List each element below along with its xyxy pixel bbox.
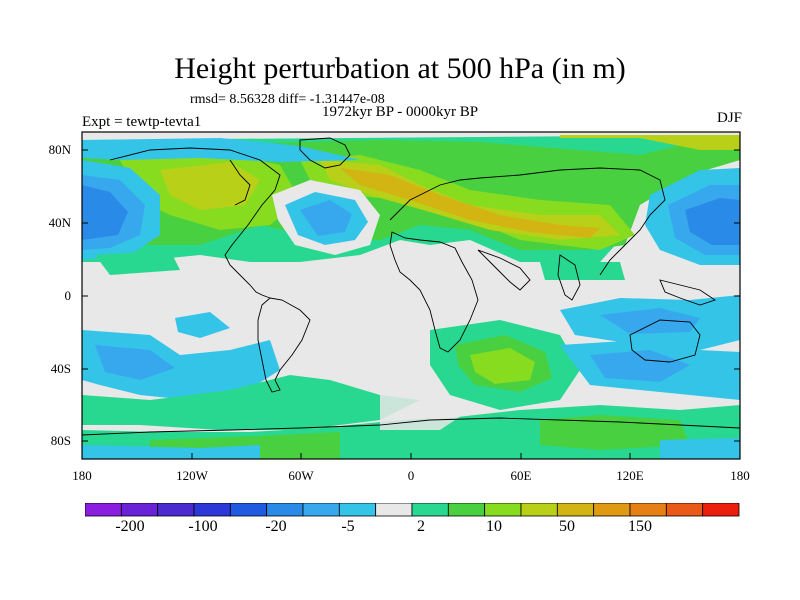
colorbar-swatch: [484, 503, 522, 517]
colorbar-swatch: [157, 503, 195, 517]
lat-label-80n: 80N: [48, 142, 71, 157]
hudson-bay-coast: [229, 159, 251, 206]
eurasia-coast: [389, 167, 666, 276]
colorbar-swatch: [120, 503, 159, 517]
tropic-green-patch-1: [95, 250, 180, 275]
colorbar-swatch: [229, 503, 268, 517]
arctic-olive-strip: [560, 135, 740, 150]
tropic-blue-patch: [600, 308, 700, 334]
experiment-label: Expt = tewtp-tevta1: [82, 114, 202, 130]
colorbar-swatch: [338, 503, 377, 517]
colorbar-swatch: [629, 503, 667, 517]
season-label: DJF: [716, 110, 742, 126]
greenland-coast: [299, 137, 351, 169]
colorbar: [85, 503, 740, 517]
eurasia-gold-core: [340, 168, 600, 238]
npacific-low-core: [82, 185, 128, 240]
antarctic-cyan-edge: [82, 445, 260, 459]
colorbar-swatch: [375, 503, 413, 517]
tropic-green-patch-2: [540, 262, 625, 280]
tick-marks: [82, 149, 740, 459]
period-label: 1972kyr BP - 0000kyr BP: [321, 104, 479, 120]
indonesia-coast: [659, 279, 717, 306]
lon-label-60e: 60E: [510, 468, 532, 483]
atlantic-low-core: [300, 200, 352, 236]
sh-blue-west: [95, 345, 175, 380]
colorbar-swatch: [411, 503, 449, 517]
colorbar-swatch: [593, 503, 631, 517]
colorbar-label-minus20: -20: [265, 518, 287, 535]
south-america-coast: [257, 297, 311, 393]
tropic-cyan-patch-1: [175, 312, 230, 338]
checkered-neutral-zone: [380, 395, 470, 430]
colorbar-swatch: [520, 503, 558, 517]
colorbar-swatch: [665, 503, 704, 517]
lat-label-0: 0: [64, 288, 72, 303]
lat-label-80s: 80S: [50, 433, 71, 448]
colorbar-label-10: 10: [486, 518, 502, 535]
lat-label-40n: 40N: [48, 215, 71, 230]
colorbar-swatch: [447, 503, 486, 517]
lon-label-180e: 180: [730, 468, 750, 483]
stats-label: rmsd= 8.56328 diff= -1.31447e-08: [190, 92, 385, 107]
colorbar-swatch: [556, 503, 595, 517]
contour-field: [82, 132, 740, 459]
colorbar-swatch: [302, 503, 340, 517]
sh-teal-band-west: [82, 375, 420, 430]
north-america-coast: [109, 147, 281, 299]
colorbar-swatch: [266, 503, 304, 517]
colorbar-label-150: 150: [628, 518, 652, 535]
colorbar-swatch: [702, 503, 740, 517]
lon-label-0: 0: [407, 468, 415, 483]
colorbar-label-50: 50: [559, 518, 575, 535]
lat-label-40s: 40S: [50, 361, 71, 376]
indian-ocean-yellow-green: [470, 348, 535, 384]
arabia-coast: [477, 249, 531, 291]
colorbar-swatch: [85, 503, 122, 517]
antarctic-cyan-edge-east: [660, 438, 740, 459]
sh-cyan-west: [82, 330, 280, 400]
wpacific-low-core: [685, 198, 740, 245]
colorbar-label-minus5: -5: [341, 518, 355, 535]
colorbar-swatch: [193, 503, 231, 517]
lon-label-180w: 180: [72, 468, 92, 483]
india-coast: [557, 254, 581, 301]
australia-coast: [629, 319, 701, 363]
coastlines: [82, 137, 740, 436]
lon-label-120w: 120W: [176, 468, 208, 483]
antarctica-coast: [82, 417, 740, 436]
colorbar-label-minus200: -200: [115, 518, 145, 535]
lon-label-120e: 120E: [616, 468, 644, 483]
sh-blue-east: [590, 350, 690, 382]
lon-label-60w: 60W: [288, 468, 314, 483]
africa-coast: [389, 231, 479, 353]
plot-title: Height perturbation at 500 hPa (in m): [174, 52, 626, 85]
na-olive-core: [160, 162, 260, 210]
colorbar-label-minus100: -100: [188, 518, 218, 535]
colorbar-label-2: 2: [417, 518, 425, 535]
